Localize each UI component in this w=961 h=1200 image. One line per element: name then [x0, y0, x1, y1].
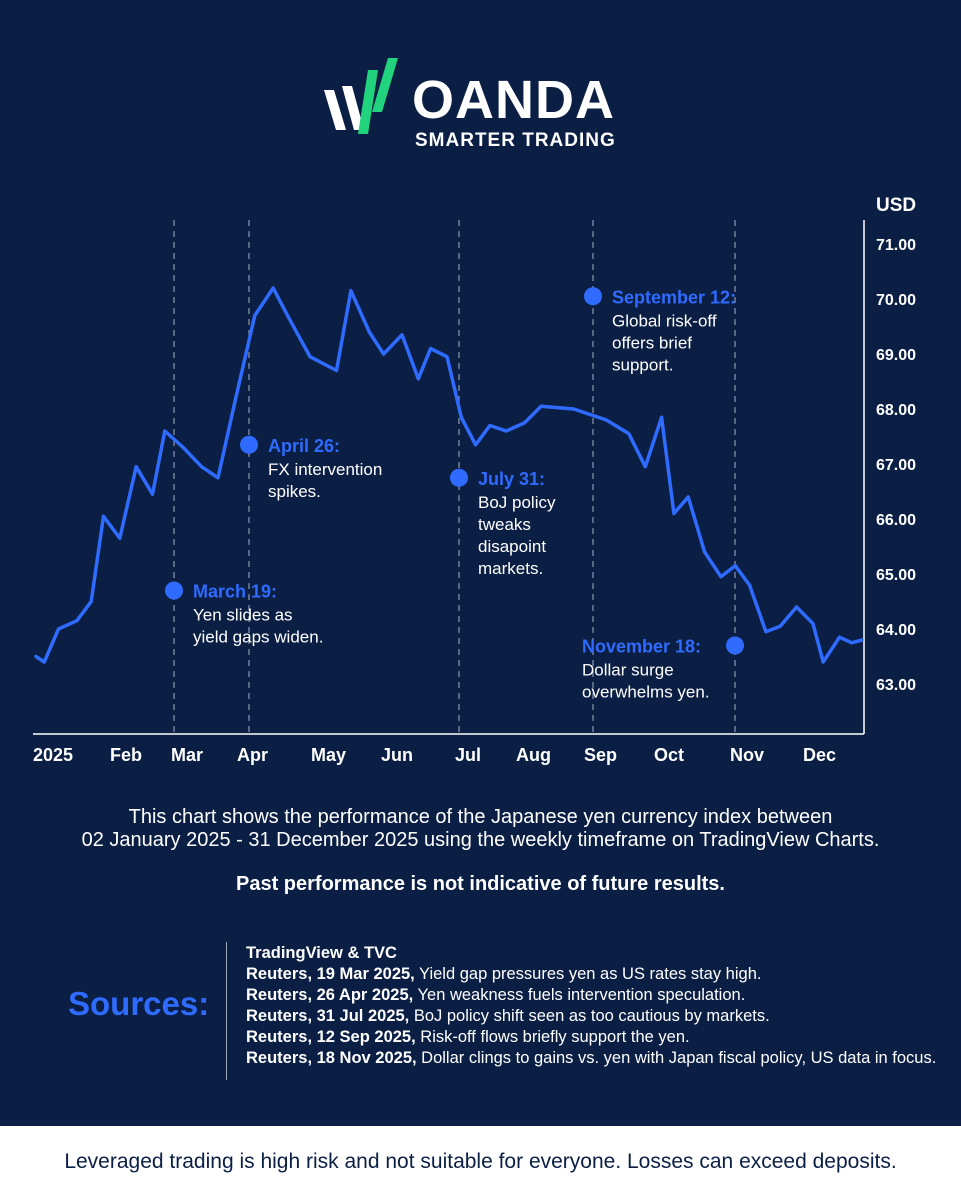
y-tick-label: 64.00 [876, 622, 916, 639]
annotation-text: disapoint [478, 537, 546, 556]
annotation-dot [240, 435, 258, 454]
annotation-title: July 31: [478, 469, 545, 489]
description-line-1: This chart shows the performance of the … [128, 806, 833, 828]
y-tick-label: 70.00 [876, 292, 916, 309]
x-tick-label: Jun [381, 745, 413, 765]
annotation-dot [726, 636, 744, 655]
x-tick-label: Nov [730, 745, 764, 765]
source-item: Reuters, 26 Apr 2025, Yen weakness fuels… [246, 986, 746, 1004]
y-tick-label: 63.00 [876, 677, 916, 694]
x-tick-label: Dec [803, 745, 836, 765]
x-axis-ticks: 2025 Feb Mar Apr May Jun Jul Aug Sep Oct Nov Dec [33, 745, 836, 765]
annotation-text: tweaks [478, 515, 531, 534]
sources-divider [226, 942, 227, 1080]
x-tick-label: Mar [171, 745, 203, 765]
x-tick-label: Apr [237, 745, 268, 765]
y-tick-label: 69.00 [876, 347, 916, 364]
source-item: Reuters, 19 Mar 2025, Yield gap pressure… [246, 965, 762, 983]
source-item: Reuters, 31 Jul 2025, BoJ policy shift s… [246, 1007, 770, 1025]
annotations: March 19: Yen slides as yield gaps widen. A… [165, 287, 744, 702]
risk-warning-text: Leveraged trading is high risk and not s… [64, 1150, 897, 1173]
brand-tagline: SMARTER TRADING [415, 130, 616, 151]
source-item: Reuters, 12 Sep 2025, Risk-off flows bri… [246, 1028, 690, 1046]
annotation-title: September 12: [612, 287, 736, 307]
source-item: Reuters, 18 Nov 2025, Dollar clings to g… [246, 1049, 937, 1067]
series-line [34, 286, 864, 664]
annotation-text: markets. [478, 559, 543, 578]
annotation-text: support. [612, 355, 673, 374]
y-tick-label: 65.00 [876, 567, 916, 584]
risk-warning-footer: Leveraged trading is high risk and not s… [0, 1126, 961, 1200]
annotation-text: BoJ policy [478, 493, 556, 512]
description-line-2: 02 January 2025 - 31 December 2025 using… [81, 829, 880, 851]
x-tick-label: May [311, 745, 346, 765]
annotation-text: offers brief [612, 333, 692, 352]
annotation-text: Dollar surge [582, 661, 674, 680]
sources-list: TradingView & TVC Reuters, 19 Mar 2025, … [246, 943, 946, 1069]
y-tick-label: 66.00 [876, 512, 916, 529]
annotation-dot [165, 581, 183, 600]
annotation-text: overwhelms yen. [582, 683, 710, 702]
x-tick-label: 2025 [33, 745, 73, 765]
y-tick-label: 71.00 [876, 237, 916, 254]
y-tick-label: 67.00 [876, 457, 916, 474]
x-tick-label: Aug [516, 745, 551, 765]
sources-label: Sources: [68, 985, 210, 1022]
x-tick-label: Feb [110, 745, 142, 765]
annotation-text: spikes. [268, 482, 321, 501]
brand-name: OANDA [412, 70, 615, 130]
y-axis-unit: USD [876, 195, 916, 216]
annotation-title: March 19: [193, 582, 277, 602]
annotation-dot [584, 287, 602, 306]
yen-index-chart: USD 71.00 70.00 69.00 68.00 67.00 66.00 65.00 6… [33, 195, 916, 765]
y-tick-label: 68.00 [876, 402, 916, 419]
performance-disclaimer: Past performance is not indicative of fu… [235, 873, 725, 895]
oanda-logo: OANDA SMARTER TRADING [324, 58, 616, 151]
x-tick-label: Oct [654, 745, 684, 765]
annotation-dot [450, 468, 468, 487]
x-tick-label: Jul [455, 745, 481, 765]
source-item: TradingView & TVC [246, 944, 397, 962]
x-tick-label: Sep [584, 745, 617, 765]
annotation-text: yield gaps widen. [193, 628, 323, 647]
annotation-title: April 26: [268, 436, 340, 456]
oanda-mark-icon [324, 58, 398, 134]
annotation-text: FX intervention [268, 460, 382, 479]
annotation-text: Global risk-off [612, 311, 717, 330]
chart-description: This chart shows the performance of the … [0, 806, 961, 852]
annotation-title: November 18: [582, 637, 701, 657]
y-axis-ticks: 71.00 70.00 69.00 68.00 67.00 66.00 65.00 64.00… [876, 237, 916, 694]
annotation-text: Yen slides as [193, 606, 293, 625]
